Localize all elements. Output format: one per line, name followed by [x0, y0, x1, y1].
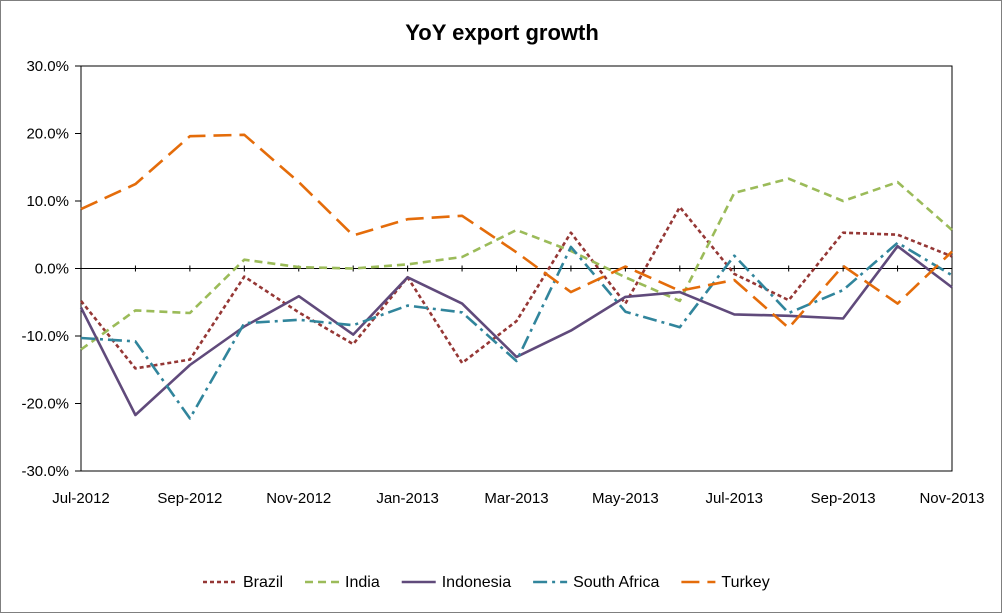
legend-item: Brazil	[203, 574, 283, 591]
y-tick-label: -30.0%	[21, 463, 69, 480]
legend-item: Indonesia	[401, 574, 511, 591]
x-tick-label: Jan-2013	[376, 490, 439, 507]
y-tick-label: 10.0%	[26, 193, 69, 210]
x-tick-label: Mar-2013	[484, 490, 548, 507]
legend-item: South Africa	[533, 574, 659, 591]
y-tick-label: 30.0%	[26, 58, 69, 75]
legend-label: Turkey	[721, 574, 769, 591]
y-tick-label: -10.0%	[21, 328, 69, 345]
legend-label: Brazil	[243, 574, 283, 591]
x-tick-label: Nov-2012	[266, 490, 331, 507]
legend-label: Indonesia	[442, 574, 511, 591]
y-tick-label: 20.0%	[26, 126, 69, 143]
legend: Brazil India Indonesia South Africa Turkey	[203, 574, 770, 591]
y-tick-label: 0.0%	[35, 261, 69, 278]
x-tick-label: Jul-2012	[52, 490, 110, 507]
series-line-south-africa	[80, 241, 953, 420]
legend-item: India	[305, 574, 380, 591]
series-line-turkey	[80, 133, 953, 330]
y-tick-label: -20.0%	[21, 396, 69, 413]
series-line-india	[80, 177, 953, 351]
chart-title: YoY export growth	[405, 20, 599, 45]
x-tick-label: Sep-2013	[811, 490, 876, 507]
series-layer	[79, 133, 953, 420]
x-tick-label: May-2013	[592, 490, 659, 507]
x-tick-label: Nov-2013	[919, 490, 984, 507]
axes: 30.0% 20.0% 10.0% 0.0% -10.0% -20.0% -30.0% Jul…	[21, 58, 984, 507]
x-tick-label: Sep-2012	[157, 490, 222, 507]
series-line-indonesia	[79, 244, 953, 417]
legend-item: Turkey	[681, 574, 770, 591]
x-tick-label: Jul-2013	[705, 490, 763, 507]
legend-label: South Africa	[573, 574, 659, 591]
legend-label: India	[345, 574, 380, 591]
series-line-brazil	[79, 205, 953, 370]
